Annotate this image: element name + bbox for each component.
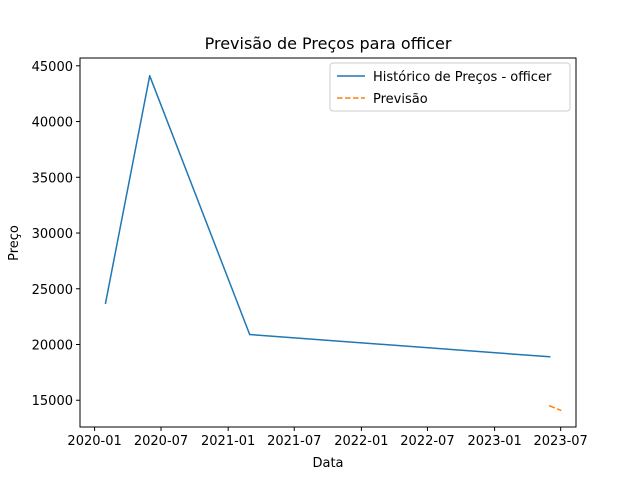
legend-label-history: Histórico de Preços - officer: [373, 70, 552, 85]
x-tick-label: 2023-07: [534, 434, 588, 449]
x-tick-label: 2022-01: [334, 434, 388, 449]
y-tick-label: 25000: [32, 283, 73, 298]
series-line-forecast: [549, 405, 561, 411]
data-point: [559, 409, 562, 412]
y-tick-label: 45000: [32, 60, 73, 75]
y-tick-label: 15000: [32, 394, 73, 409]
x-tick-label: 2020-01: [67, 434, 121, 449]
x-axis-label: Data: [312, 456, 343, 471]
x-axis: 2020-01 2020-07 2021-01 2021-07 2022-01 2022-…: [67, 427, 588, 449]
y-tick-label: 35000: [32, 171, 73, 186]
data-point: [104, 302, 107, 305]
y-tick-label: 20000: [32, 339, 73, 354]
chart-title: Previsão de Preços para officer: [205, 34, 452, 53]
x-tick-label: 2020-07: [134, 434, 188, 449]
x-tick-label: 2021-01: [201, 434, 255, 449]
legend-label-forecast: Previsão: [373, 92, 428, 107]
y-axis-label: Preço: [7, 225, 22, 261]
plot-frame: [79, 57, 577, 428]
y-axis: 15000 20000 25000 30000 35000 40000 45000: [32, 60, 80, 409]
series-line-history: [104, 75, 550, 358]
legend-box: [329, 62, 571, 112]
y-tick-label: 30000: [32, 227, 73, 242]
plot-series: [104, 75, 562, 412]
data-point: [148, 75, 151, 77]
data-point: [548, 405, 551, 407]
data-point: [548, 355, 551, 358]
x-tick-label: 2021-07: [267, 434, 321, 449]
x-tick-label: 2022-07: [400, 434, 454, 449]
x-tick-label: 2023-01: [467, 434, 521, 449]
data-point: [248, 333, 251, 336]
legend: Histórico de Preços - officer Previsão: [329, 62, 571, 112]
y-tick-label: 40000: [32, 116, 73, 131]
